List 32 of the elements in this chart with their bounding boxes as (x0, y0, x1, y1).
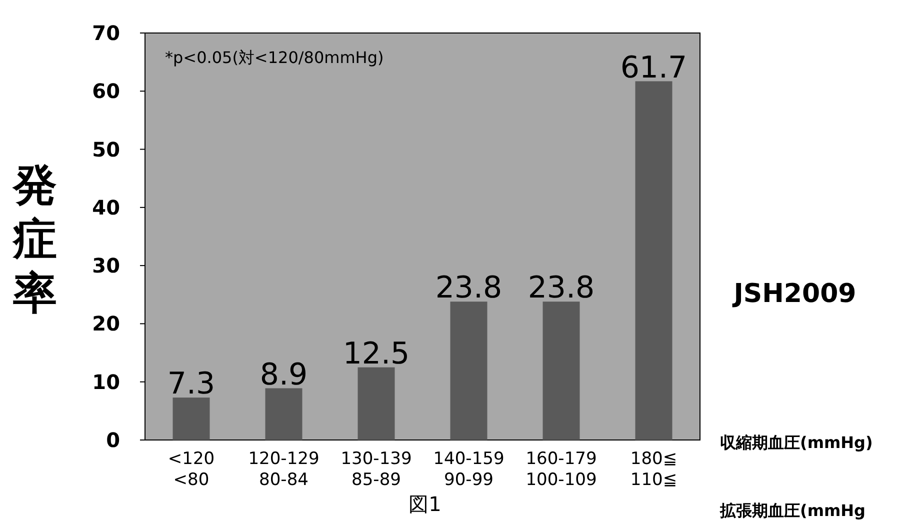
caption: 図1 (408, 492, 442, 516)
data-label: 8.9 (260, 357, 308, 392)
y-tick-label: 60 (92, 79, 120, 104)
x-tick-label: <120 <80 (168, 449, 215, 490)
x-tick-label: 140-159 90-99 (433, 449, 504, 490)
y-axis-title: 発症率 (12, 160, 57, 319)
y-tick-label: 0 (106, 428, 120, 452)
annotation: *p<0.05(対<120/80mmHg) (165, 48, 384, 67)
text: 収縮期血圧(mmHg) (720, 433, 873, 452)
bar (542, 302, 580, 440)
y-tick-label: 20 (92, 312, 120, 336)
y-tick-label: 70 (92, 21, 120, 45)
x-tick-label: 130-139 85-89 (340, 449, 412, 490)
bar (265, 388, 302, 440)
bar (172, 398, 210, 440)
text: JSH2009 (732, 279, 856, 309)
data-label: 23.8 (435, 270, 502, 306)
x-tick-label: 160-179 100-109 (526, 449, 597, 490)
y-tick-label: 50 (92, 137, 120, 162)
bar (450, 302, 488, 440)
bar (635, 81, 672, 440)
bar (358, 367, 395, 440)
data-label: 61.7 (620, 50, 688, 86)
data-label: 12.5 (342, 336, 410, 372)
y-tick-label: 10 (92, 370, 120, 394)
x-tick-label: 120-129 80-84 (248, 449, 320, 490)
data-label: 7.3 (167, 366, 216, 402)
x-tick-label: 180≦ 110≦ (630, 449, 678, 490)
y-tick-label: 30 (92, 254, 120, 278)
y-tick-label: 40 (92, 195, 120, 220)
text: 拡張期血圧(mmHg (719, 501, 866, 520)
data-label: 23.8 (528, 270, 595, 306)
